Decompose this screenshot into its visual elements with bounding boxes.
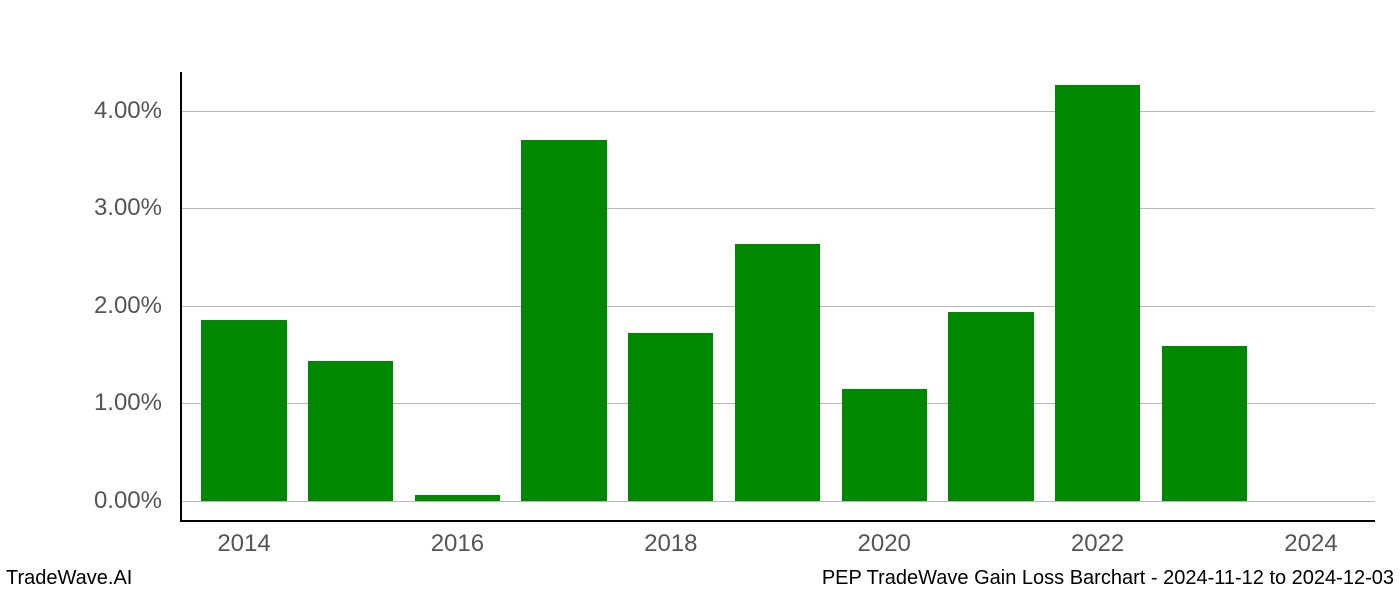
grid-line	[180, 111, 1375, 112]
y-tick-label: 2.00%	[0, 292, 162, 320]
x-tick-label: 2018	[644, 530, 697, 558]
footer-right-label: PEP TradeWave Gain Loss Barchart - 2024-…	[822, 567, 1394, 590]
y-axis-line	[180, 72, 182, 520]
x-tick-label: 2020	[857, 530, 910, 558]
x-tick-label: 2016	[431, 530, 484, 558]
grid-line	[180, 208, 1375, 209]
x-tick-label: 2014	[217, 530, 270, 558]
bar	[842, 389, 927, 501]
bar	[735, 244, 820, 500]
bar	[628, 333, 713, 501]
bar	[201, 320, 286, 500]
footer-left-label: TradeWave.AI	[6, 567, 132, 590]
bar	[1162, 346, 1247, 501]
bar	[415, 495, 500, 501]
bar	[1055, 85, 1140, 501]
bar	[308, 361, 393, 500]
y-tick-label: 4.00%	[0, 97, 162, 125]
plot-area	[180, 72, 1375, 520]
y-tick-label: 3.00%	[0, 194, 162, 222]
x-tick-label: 2022	[1071, 530, 1124, 558]
y-tick-label: 1.00%	[0, 389, 162, 417]
y-tick-label: 0.00%	[0, 487, 162, 515]
x-tick-label: 2024	[1284, 530, 1337, 558]
bar	[948, 312, 1033, 501]
chart-container: 0.00% 1.00% 2.00% 3.00% 4.00% 2014 2016 2018 20…	[0, 0, 1400, 600]
x-axis-line	[180, 520, 1375, 522]
bar	[521, 140, 606, 500]
grid-line	[180, 501, 1375, 502]
